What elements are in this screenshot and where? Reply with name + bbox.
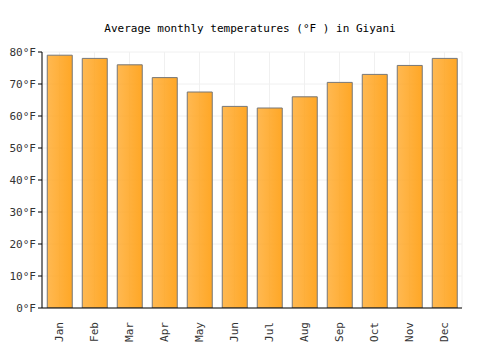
svg-text:70°F: 70°F <box>10 78 37 91</box>
svg-text:Sep: Sep <box>333 322 346 342</box>
svg-text:Dec: Dec <box>438 322 451 342</box>
svg-text:40°F: 40°F <box>10 174 37 187</box>
svg-text:50°F: 50°F <box>10 142 37 155</box>
svg-text:30°F: 30°F <box>10 206 37 219</box>
svg-text:Jan: Jan <box>53 322 66 342</box>
svg-text:May: May <box>193 322 206 342</box>
svg-text:Oct: Oct <box>368 322 381 342</box>
svg-text:Jul: Jul <box>263 322 276 342</box>
svg-text:Aug: Aug <box>298 322 311 342</box>
svg-text:60°F: 60°F <box>10 110 37 123</box>
svg-text:20°F: 20°F <box>10 238 37 251</box>
svg-text:Feb: Feb <box>88 322 101 342</box>
html-text:Average monthly temperatures (: Average monthly temperatures (°F ) in Gi… <box>104 22 396 35</box>
svg-text:Nov: Nov <box>403 322 416 342</box>
svg-text:Mar: Mar <box>123 322 136 342</box>
svg-text:Apr: Apr <box>158 322 171 342</box>
svg-text:Jun: Jun <box>228 322 241 342</box>
svg-text:80°F: 80°F <box>10 46 37 59</box>
svg-text:10°F: 10°F <box>10 270 37 283</box>
svg-text:0°F: 0°F <box>16 302 36 315</box>
